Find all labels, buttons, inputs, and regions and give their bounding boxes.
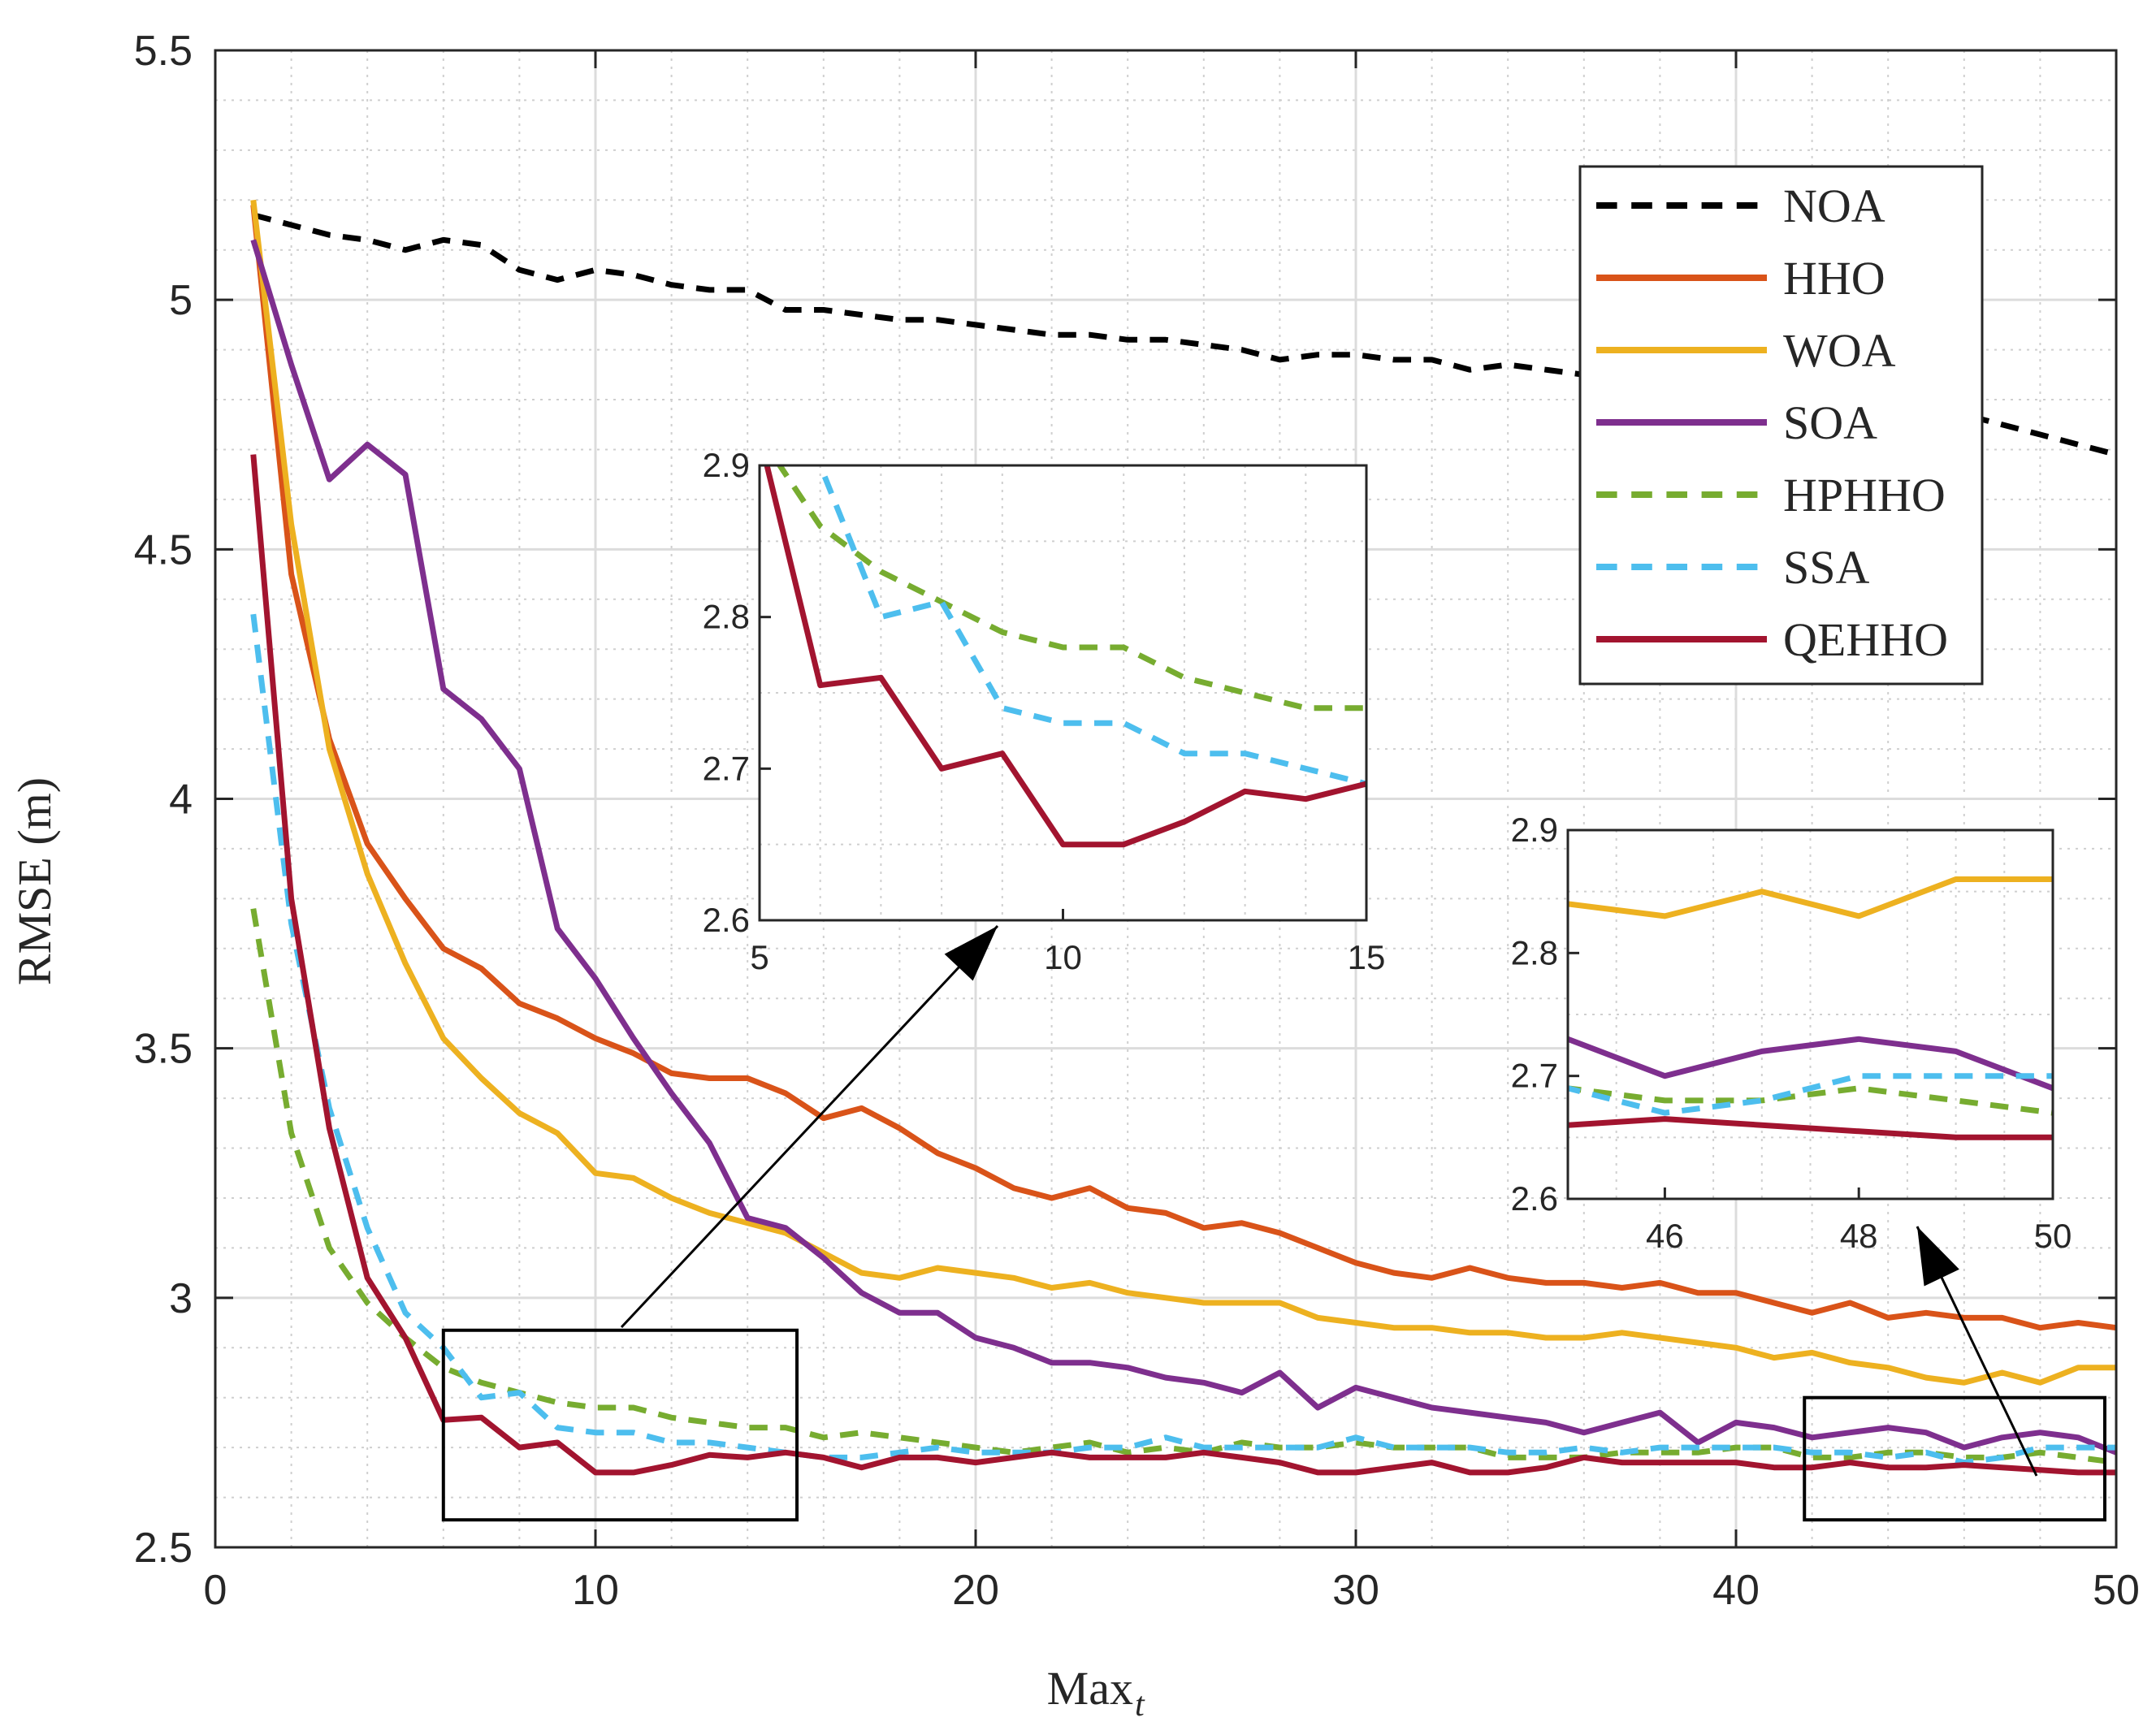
inset-x-tick-label: 48 <box>1840 1217 1878 1255</box>
arrow-shaft <box>620 924 999 1329</box>
inset-series <box>1568 876 2053 1140</box>
inset-y-tick-label: 2.7 <box>703 749 750 787</box>
main-axes <box>214 49 2118 1549</box>
x-tick-label: 0 <box>204 1567 227 1614</box>
inset-series-line-qehho <box>764 465 1366 848</box>
legend-label-hphho: HPHHO <box>1783 469 1946 521</box>
inset-y-tick-label: 2.8 <box>1511 933 1558 971</box>
y-tick-label: 5 <box>169 277 193 324</box>
zoom-arrows <box>620 924 2038 1477</box>
legend-label-hho: HHO <box>1783 252 1885 305</box>
series-line-hphho <box>250 908 2117 1466</box>
inset-series-line-ssa <box>1568 1073 2053 1116</box>
inset-series-line-qehho <box>1568 1116 2053 1140</box>
inset-x-tick-label: 10 <box>1044 938 1082 976</box>
inset-series-line-hphho <box>1568 1085 2053 1116</box>
inset-x-tick-label: 5 <box>750 938 768 976</box>
legend-label-soa: SOA <box>1783 396 1877 449</box>
y-tick-label: 4 <box>169 776 193 824</box>
y-tick-label: 2.5 <box>134 1525 193 1572</box>
main-tick-labels: 0 10 20 30 40 50 2.5 3 3.5 4 4.5 5 5.5 <box>134 28 2140 1614</box>
zoom-source-box <box>441 1328 799 1522</box>
inset-y-tick-label: 2.9 <box>703 446 750 484</box>
inset-y-tick-label: 2.6 <box>1511 1179 1558 1218</box>
legend: NOA HHO WOA SOA HPHHO SSA QEHHO <box>1578 165 1984 686</box>
inset-x-tick-label: 50 <box>2034 1217 2072 1255</box>
x-tick-label: 30 <box>1332 1567 1379 1614</box>
inset-series-line-soa <box>1568 1036 2053 1092</box>
inset-background <box>1568 830 2053 1199</box>
legend-label-woa: WOA <box>1783 324 1896 377</box>
x-tick-label: 50 <box>2093 1567 2140 1614</box>
x-axis-label-subscript: t <box>1135 1686 1145 1724</box>
arrow-head <box>944 926 998 981</box>
series-line-woa <box>250 199 2116 1386</box>
inset-series-line-woa <box>1568 876 2053 919</box>
inset-x-tick-label: 46 <box>1646 1217 1684 1255</box>
legend-label-qehho: QEHHO <box>1783 613 1948 666</box>
x-tick-label: 40 <box>1712 1567 1760 1614</box>
inset-y-tick-label: 2.9 <box>1511 811 1558 849</box>
inset-y-tick-label: 2.7 <box>1511 1057 1558 1095</box>
x-axis-label: Max <box>1047 1662 1133 1715</box>
inset-series <box>764 465 1366 848</box>
inset-x-tick-label: 15 <box>1348 938 1386 976</box>
inset-y-tick-label: 2.8 <box>703 598 750 636</box>
y-axis-label: RMSE (m) <box>8 777 61 985</box>
y-tick-label: 3.5 <box>134 1026 193 1073</box>
x-tick-label: 20 <box>952 1567 999 1614</box>
x-tick-label: 10 <box>572 1567 619 1614</box>
zoom-source-boxes <box>441 1328 2106 1522</box>
y-tick-label: 3 <box>169 1275 193 1322</box>
inset-frame <box>1566 828 2054 1200</box>
legend-label-noa: NOA <box>1783 180 1885 232</box>
inset-series-line-ssa <box>816 465 1366 787</box>
arrow-head <box>1917 1226 1959 1287</box>
y-tick-label: 5.5 <box>134 28 193 75</box>
inset-series-line-hphho <box>776 465 1366 712</box>
inset-late: 46 48 50 2.6 2.7 2.8 2.9 <box>1511 811 2072 1255</box>
y-tick-label: 4.5 <box>134 526 193 573</box>
zoom-source-box <box>1803 1395 2106 1522</box>
legend-label-ssa: SSA <box>1783 541 1870 594</box>
series-line-hho <box>250 205 2117 1331</box>
inset-y-tick-label: 2.6 <box>703 901 750 939</box>
inset-early: 5 10 15 2.6 2.7 2.8 2.9 <box>703 446 1386 976</box>
